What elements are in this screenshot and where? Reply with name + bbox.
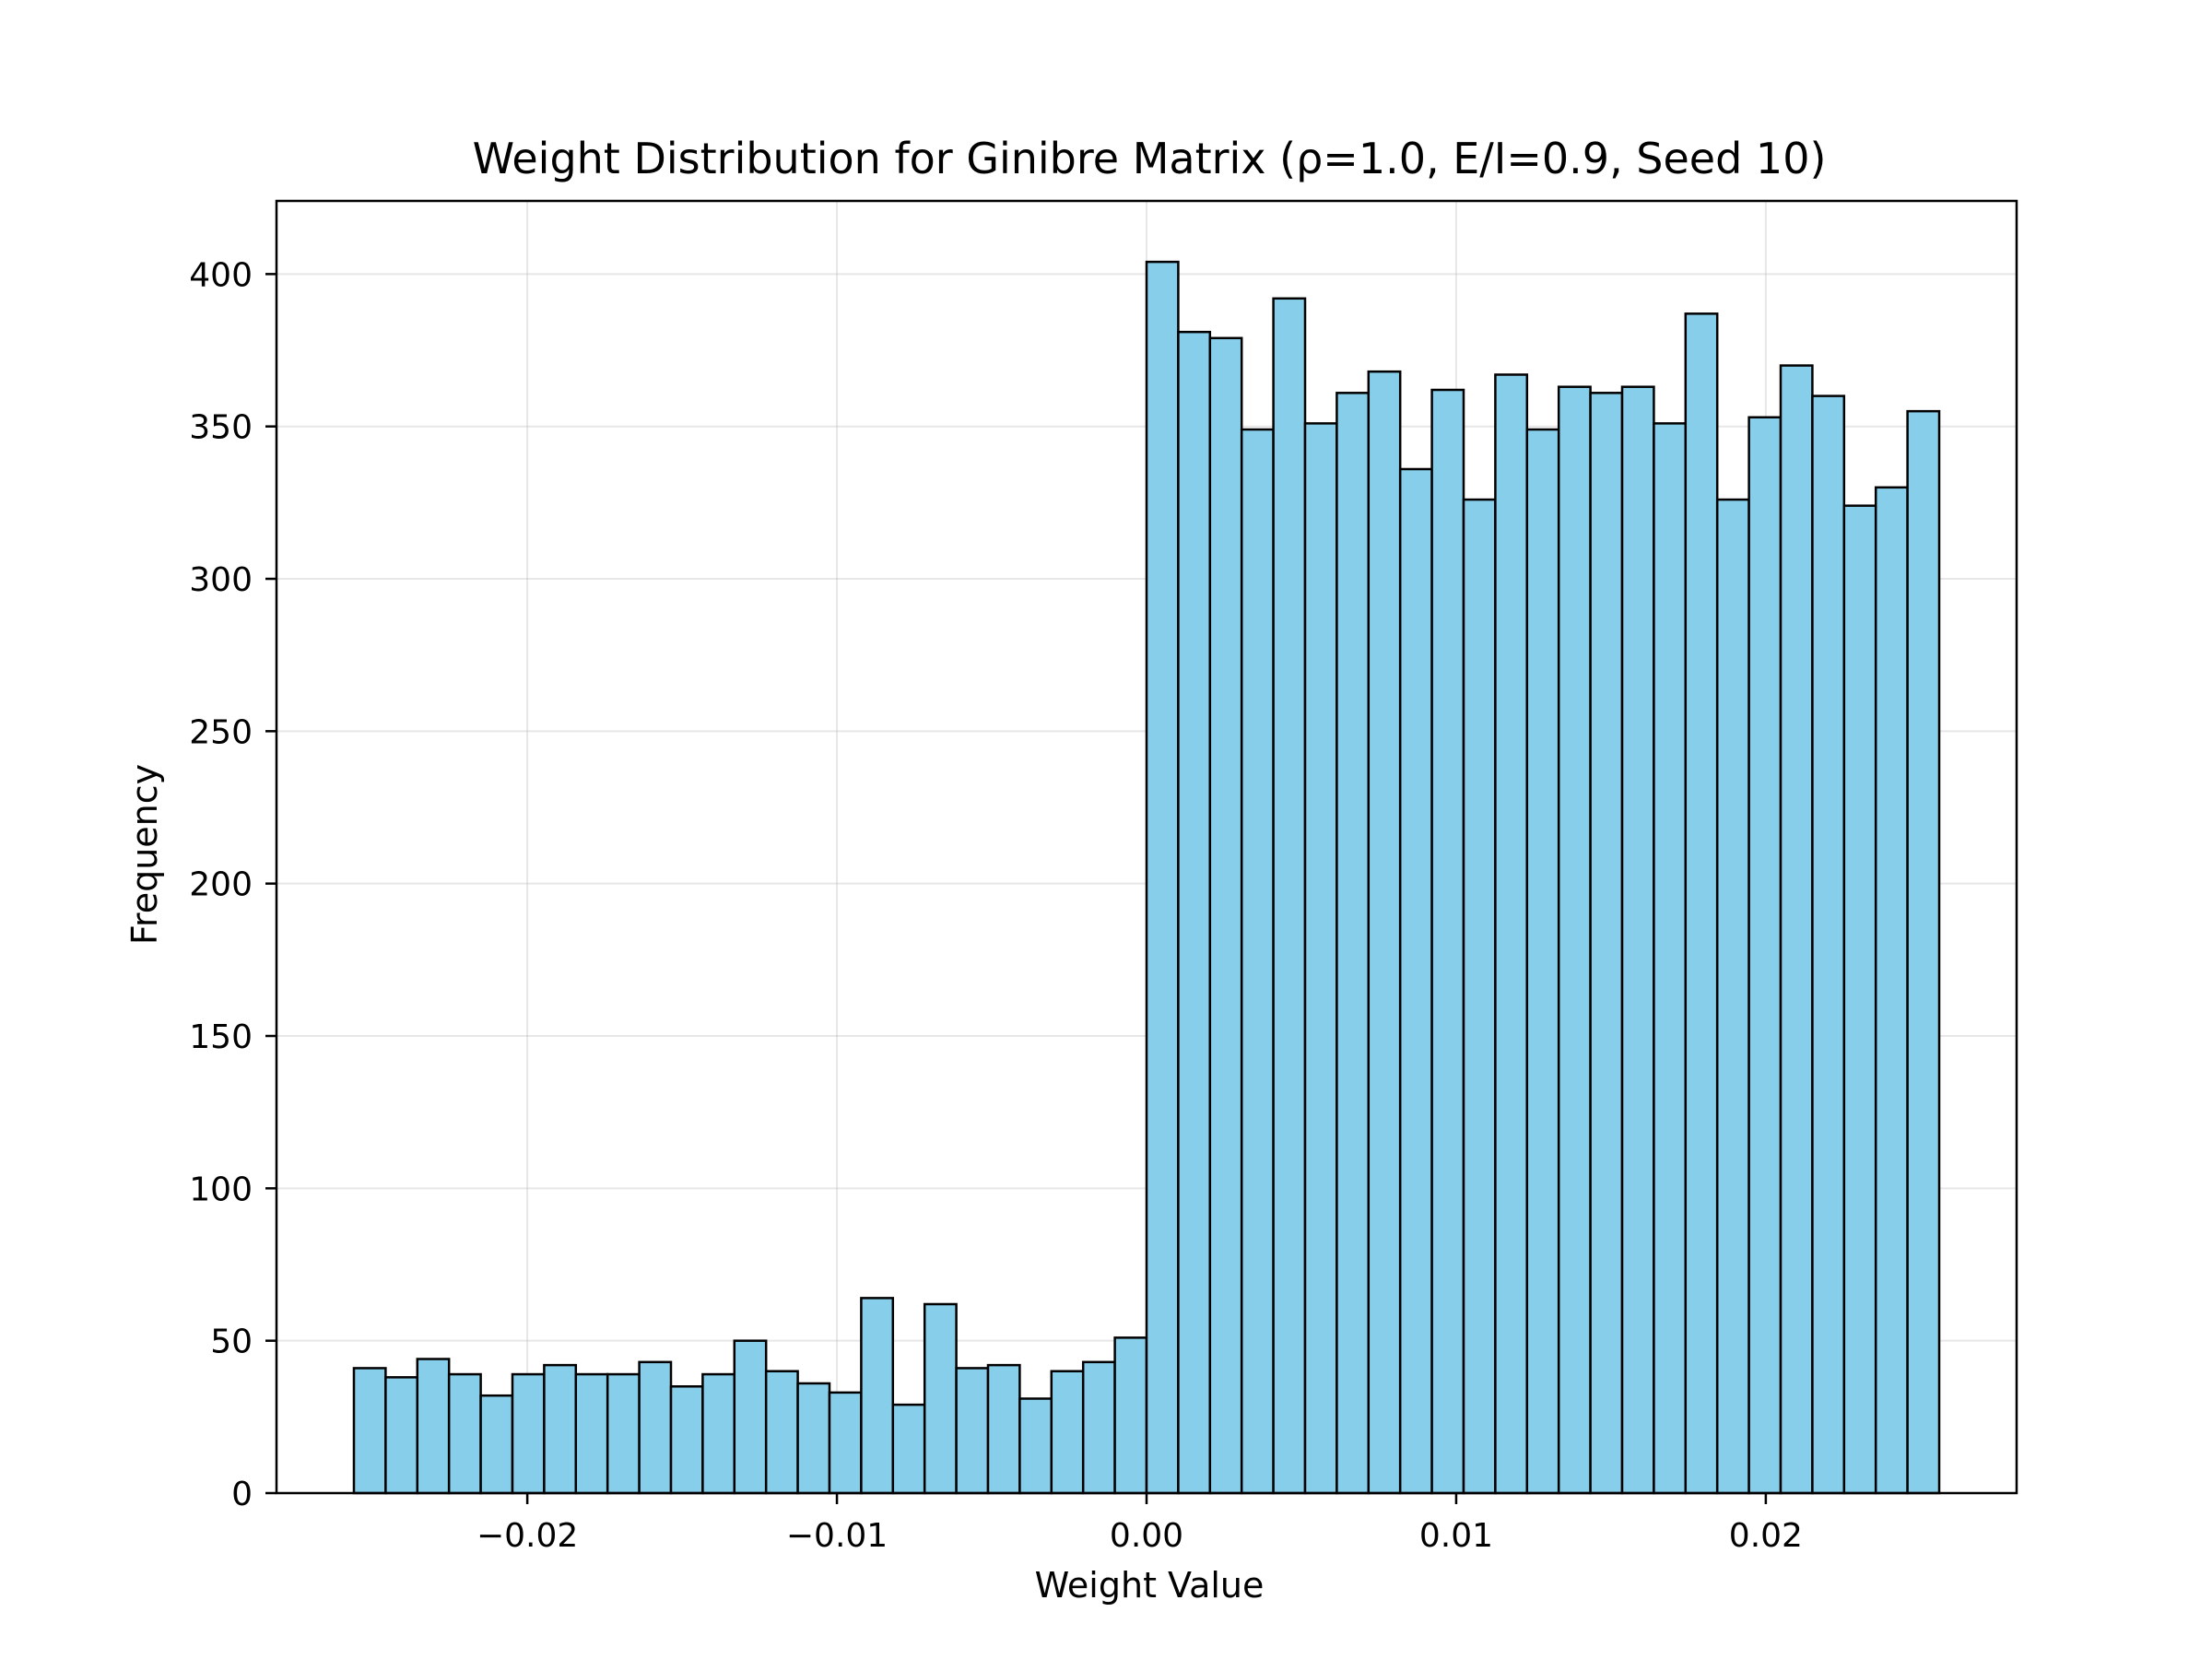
x-tick-label: 0.00 xyxy=(1110,1517,1183,1555)
x-tick-label: 0.01 xyxy=(1419,1517,1493,1555)
histogram-bar xyxy=(1272,297,1307,1495)
histogram-bar xyxy=(511,1372,546,1495)
histogram-bar xyxy=(1589,392,1624,1495)
histogram-bar xyxy=(669,1385,704,1495)
histogram-bar xyxy=(384,1376,419,1495)
histogram-bar xyxy=(1620,385,1655,1495)
histogram-bar xyxy=(891,1403,926,1495)
histogram-bar xyxy=(1050,1370,1085,1495)
histogram-bar xyxy=(1874,486,1909,1495)
histogram-bar xyxy=(416,1358,451,1495)
histogram-bar xyxy=(1715,498,1750,1495)
y-tick-label: 100 xyxy=(189,1171,253,1208)
histogram-bar xyxy=(1462,498,1497,1495)
x-tick-label: 0.02 xyxy=(1729,1517,1803,1555)
histogram-bar xyxy=(1779,364,1814,1495)
y-tick-label: 50 xyxy=(210,1324,253,1361)
histogram-bar xyxy=(923,1302,958,1495)
histogram-bar xyxy=(986,1363,1021,1495)
histogram-bar xyxy=(1842,504,1877,1495)
histogram-bar xyxy=(1653,422,1688,1495)
x-tick-label: −0.02 xyxy=(477,1517,578,1555)
histogram-bar xyxy=(1525,428,1560,1495)
histogram-bar xyxy=(860,1297,895,1495)
histogram-bar xyxy=(764,1370,799,1495)
histogram-bar xyxy=(1335,392,1371,1495)
histogram-bar xyxy=(1113,1336,1148,1495)
y-tick-label: 400 xyxy=(189,256,253,294)
chart-title: Weight Distribution for Ginibre Matrix (… xyxy=(473,134,1827,183)
y-tick-label: 300 xyxy=(189,561,253,599)
histogram-bar xyxy=(796,1382,831,1495)
y-tick-label: 350 xyxy=(189,409,253,447)
y-axis-label: Frequency xyxy=(124,764,165,945)
x-tick-label: −0.01 xyxy=(786,1517,888,1555)
bars-layer xyxy=(352,260,1941,1495)
y-tick-label: 250 xyxy=(189,713,253,751)
histogram-bar xyxy=(828,1391,863,1495)
histogram-bar xyxy=(955,1367,990,1495)
histogram-bar xyxy=(1081,1360,1116,1495)
histogram-bar xyxy=(1398,467,1433,1495)
histogram-bar xyxy=(1747,416,1783,1495)
ticks-layer: −0.02 −0.01 0.00 0.01 0.02 0 50 100 150 200 250 300… xyxy=(189,256,1803,1555)
x-axis-label: Weight Value xyxy=(1035,1565,1265,1606)
histogram-bar xyxy=(1367,370,1402,1495)
histogram-bar xyxy=(543,1363,578,1495)
histogram-bar xyxy=(1811,394,1846,1495)
histogram-bar xyxy=(733,1339,768,1495)
histogram-bar xyxy=(1303,422,1338,1495)
histogram-bar xyxy=(1684,312,1719,1495)
histogram-bar xyxy=(447,1372,482,1495)
histogram-bar xyxy=(479,1394,514,1495)
histogram-bar xyxy=(701,1372,736,1495)
histogram-bar xyxy=(574,1372,609,1495)
histogram-bar xyxy=(1177,330,1212,1495)
histogram-bar xyxy=(1557,385,1592,1495)
histogram-bar xyxy=(1018,1397,1053,1495)
histogram-bar xyxy=(606,1372,641,1495)
histogram-bar xyxy=(1906,409,1941,1495)
histogram-bar xyxy=(1240,428,1275,1495)
histogram-bar xyxy=(638,1360,673,1495)
histogram-bar xyxy=(1494,373,1529,1495)
histogram-bar xyxy=(1145,260,1180,1495)
histogram-bar xyxy=(352,1367,387,1495)
y-tick-label: 150 xyxy=(189,1018,253,1056)
y-tick-label: 200 xyxy=(189,866,253,904)
y-tick-label: 0 xyxy=(231,1476,253,1513)
histogram-bar xyxy=(1430,388,1465,1495)
histogram-bar xyxy=(1208,336,1243,1495)
